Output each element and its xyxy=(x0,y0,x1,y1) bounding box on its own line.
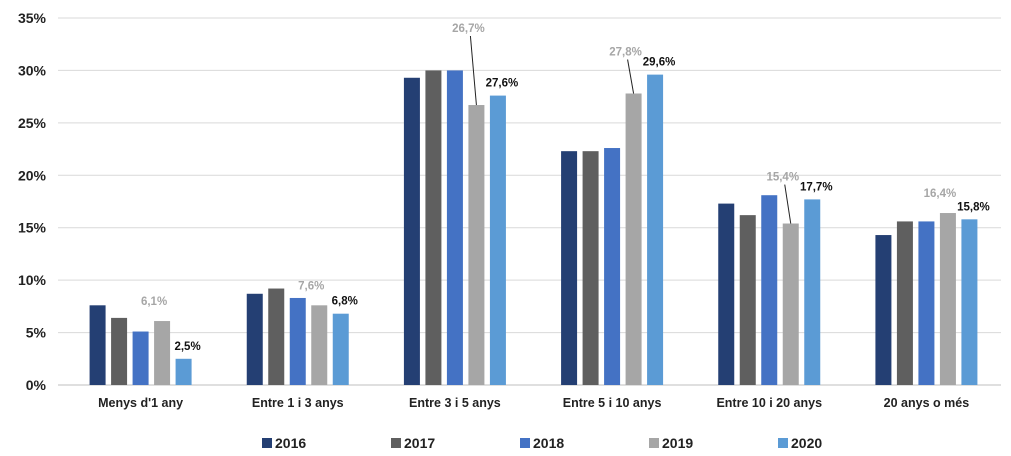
bar-2019 xyxy=(311,305,328,385)
bar-2018 xyxy=(289,297,306,385)
bar-2019 xyxy=(154,321,171,385)
legend-swatch-2016 xyxy=(262,438,272,448)
bar-2019 xyxy=(625,93,642,386)
data-labels: 6,1% 2,5% 7,6% 6,8% 26,7% 27,6% 27,8%29,6% 15,4… xyxy=(141,23,990,353)
bar-2016 xyxy=(561,151,578,385)
y-tick-label: 35% xyxy=(18,10,47,26)
legend-label-2019: 2019 xyxy=(662,435,693,451)
gridlines xyxy=(58,17,1001,386)
data-label-2020: 27,6% xyxy=(486,78,519,90)
category-label: Entre 3 i 5 anys xyxy=(409,396,501,410)
bar-2020 xyxy=(961,219,978,385)
leader-line xyxy=(469,35,477,106)
bar-2017 xyxy=(268,288,285,385)
y-tick-label: 20% xyxy=(18,167,47,183)
legend-label-2016: 2016 xyxy=(275,435,306,451)
legend-swatch-2020 xyxy=(778,438,788,448)
bar-2019 xyxy=(939,213,956,385)
legend-label-2018: 2018 xyxy=(533,435,564,451)
data-label-2020: 15,8% xyxy=(957,201,990,213)
bar-2020 xyxy=(175,358,192,385)
bar-2017 xyxy=(739,215,756,385)
bar-2016 xyxy=(718,203,735,385)
bar-2019 xyxy=(468,105,485,385)
bar-2016 xyxy=(246,293,263,385)
leader-line xyxy=(784,184,792,224)
data-label-2019: 27,8% xyxy=(609,46,642,58)
category-label: Entre 1 i 3 anys xyxy=(252,396,344,410)
y-axis-tick-labels: 0% 5% 10% 15% 20% 25% 30% 35% xyxy=(18,10,47,393)
data-label-2019: 7,6% xyxy=(298,280,324,292)
y-tick-label: 5% xyxy=(26,325,47,341)
y-tick-label: 30% xyxy=(18,62,47,78)
data-label-2019: 16,4% xyxy=(924,188,957,200)
data-label-2019: 15,4% xyxy=(766,172,799,184)
data-label-2020: 17,7% xyxy=(800,181,833,193)
category-label: Entre 10 i 20 anys xyxy=(716,396,822,410)
category-label: Menys d'1 any xyxy=(98,396,183,410)
bar-2018 xyxy=(604,148,621,385)
y-tick-label: 25% xyxy=(18,115,47,131)
bar-2016 xyxy=(403,77,420,386)
data-label-2020: 2,5% xyxy=(174,341,200,353)
bar-2020 xyxy=(489,95,506,385)
data-label-2019: 6,1% xyxy=(141,296,167,308)
bar-2017 xyxy=(582,151,599,385)
bar-2017 xyxy=(425,70,442,385)
leader-line xyxy=(627,59,635,94)
bar-2018 xyxy=(918,221,935,385)
category-label: Entre 5 i 10 anys xyxy=(563,396,662,410)
category-labels: Menys d'1 any Entre 1 i 3 anys Entre 3 i 5… xyxy=(98,396,969,410)
bar-2020 xyxy=(647,74,664,385)
bar-2018 xyxy=(446,70,463,385)
y-tick-label: 0% xyxy=(26,377,47,393)
bar-2017 xyxy=(111,317,128,385)
legend-label-2017: 2017 xyxy=(404,435,435,451)
bar-2020 xyxy=(804,199,821,385)
legend-swatch-2018 xyxy=(520,438,530,448)
bar-2018 xyxy=(761,195,778,385)
bar-2018 xyxy=(132,331,149,385)
y-tick-label: 10% xyxy=(18,272,47,288)
category-label: 20 anys o més xyxy=(884,396,970,410)
legend-swatch-2019 xyxy=(649,438,659,448)
bar-2020 xyxy=(332,313,349,385)
legend-swatch-2017 xyxy=(391,438,401,448)
y-tick-label: 15% xyxy=(18,220,47,236)
bar-2016 xyxy=(875,235,892,385)
legend-label-2020: 2020 xyxy=(791,435,822,451)
bars xyxy=(89,70,978,386)
legend: 2016 2017 2018 2019 2020 xyxy=(262,435,822,451)
bar-2016 xyxy=(89,305,106,385)
data-label-2019: 26,7% xyxy=(452,23,485,35)
data-label-2020: 6,8% xyxy=(332,296,358,308)
bar-2019 xyxy=(782,223,799,385)
bar-2017 xyxy=(896,221,913,385)
data-label-2020: 29,6% xyxy=(643,57,676,69)
